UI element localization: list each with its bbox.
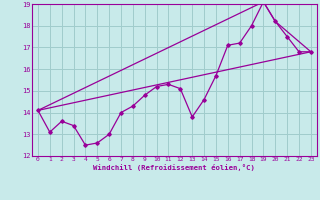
X-axis label: Windchill (Refroidissement éolien,°C): Windchill (Refroidissement éolien,°C) — [93, 164, 255, 171]
